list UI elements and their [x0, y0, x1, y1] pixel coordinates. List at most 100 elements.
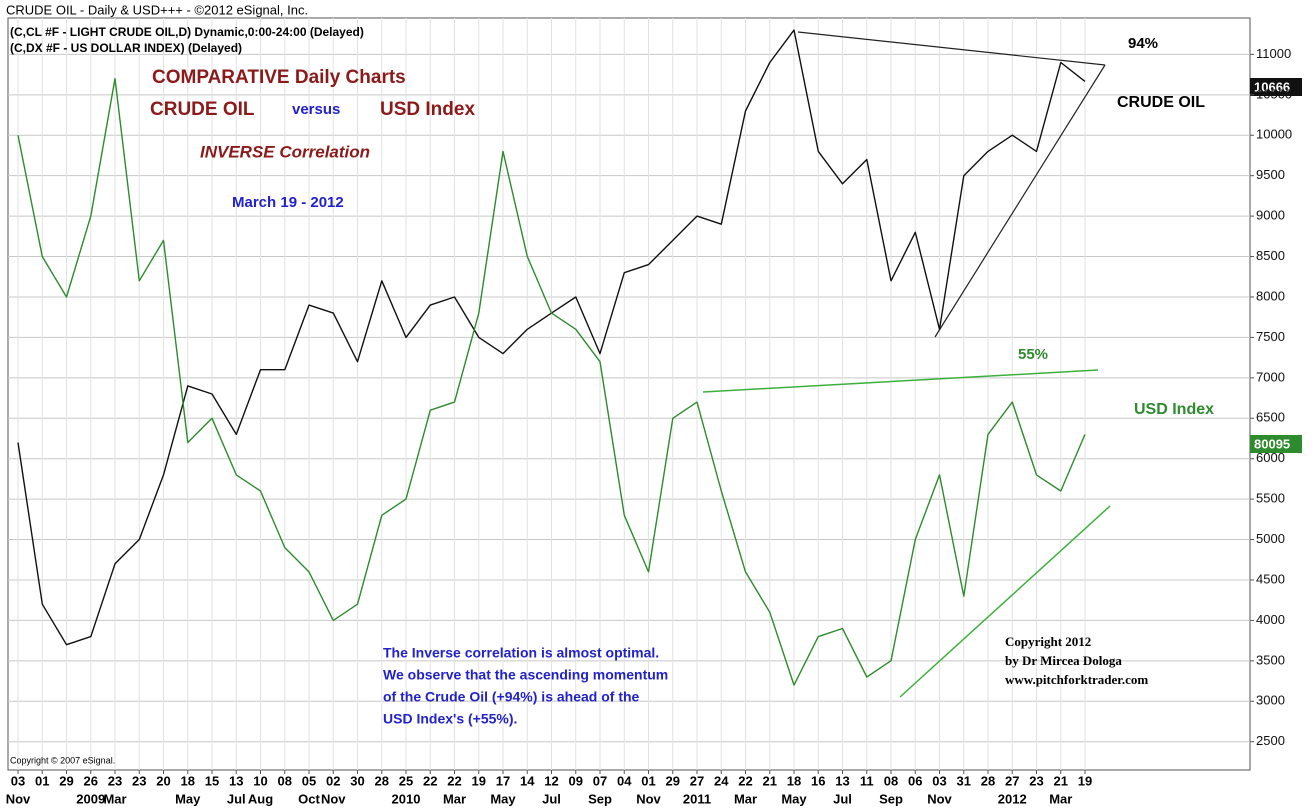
price-tag-label: 80095	[1254, 436, 1290, 451]
annotation: 55%	[1018, 346, 1048, 363]
y-tick-label: 5500	[1256, 491, 1285, 506]
x-tick-label: 15	[205, 773, 219, 788]
x-month-label: Mar	[443, 791, 466, 806]
headline: COMPARATIVE Daily Charts	[152, 67, 406, 88]
x-tick-label: 22	[738, 773, 752, 788]
subtitle: (C,DX #F - US DOLLAR INDEX) (Delayed)	[10, 41, 242, 55]
x-tick-label: 20	[156, 773, 170, 788]
x-month-label: May	[175, 791, 201, 806]
headline: CRUDE OIL	[150, 99, 255, 120]
subtitle: (C,CL #F - LIGHT CRUDE OIL,D) Dynamic,0:…	[10, 25, 364, 39]
x-month-label: Mar	[734, 791, 757, 806]
x-month-label: Nov	[927, 791, 952, 806]
x-month-label: 2012	[998, 791, 1027, 806]
x-tick-label: 18	[787, 773, 801, 788]
x-month-label: Mar	[1049, 791, 1072, 806]
y-tick-label: 7500	[1256, 329, 1285, 344]
x-tick-label: 08	[278, 773, 292, 788]
x-tick-label: 12	[544, 773, 558, 788]
x-month-label: Jul	[227, 791, 246, 806]
x-tick-label: 28	[981, 773, 995, 788]
x-tick-label: 05	[302, 773, 316, 788]
y-tick-label: 8000	[1256, 288, 1285, 303]
x-tick-label: 06	[908, 773, 922, 788]
title: CRUDE OIL - Daily & USD+++ - ©2012 eSign…	[6, 2, 308, 17]
x-tick-label: 19	[472, 773, 486, 788]
x-tick-label: 01	[641, 773, 655, 788]
plot-frame	[7, 17, 1251, 771]
annotation: 94%	[1128, 35, 1158, 52]
x-month-label: 2010	[392, 791, 421, 806]
y-tick-label: 2500	[1256, 733, 1285, 748]
series-line	[17, 77, 1086, 686]
x-month-label: Mar	[103, 791, 126, 806]
x-month-label: Jul	[833, 791, 852, 806]
annotation: USD Index	[1134, 401, 1214, 418]
x-tick-label: 19	[1078, 773, 1092, 788]
note: The Inverse correlation is almost optima…	[383, 645, 659, 661]
x-month-label: Oct	[298, 791, 320, 806]
x-month-label: Sep	[879, 791, 903, 806]
x-tick-label: 17	[496, 773, 510, 788]
note: of the Crude Oil (+94%) is ahead of the	[383, 689, 640, 705]
x-tick-label: 23	[1029, 773, 1043, 788]
price-tag	[1250, 435, 1302, 453]
x-tick-label: 08	[884, 773, 898, 788]
x-tick-label: 28	[375, 773, 389, 788]
x-tick-label: 13	[229, 773, 243, 788]
note: We observe that the ascending momentum	[383, 667, 668, 683]
x-tick-label: 25	[399, 773, 413, 788]
x-tick-label: 11	[860, 773, 874, 788]
x-tick-label: 04	[617, 773, 632, 788]
credit: www.pitchforktrader.com	[1005, 672, 1148, 687]
x-tick-label: 16	[811, 773, 825, 788]
y-tick-label: 8500	[1256, 248, 1285, 263]
trendline	[797, 31, 1106, 66]
x-tick-label: 03	[11, 773, 25, 788]
x-tick-label: 10	[253, 773, 267, 788]
x-tick-label: 22	[423, 773, 437, 788]
y-tick-label: 11000	[1256, 46, 1291, 61]
y-tick-label: 7000	[1256, 369, 1285, 384]
y-tick-label: 3000	[1256, 693, 1285, 708]
trendline	[899, 505, 1111, 698]
x-tick-label: 23	[132, 773, 146, 788]
footer: Copyright © 2007 eSignal.	[10, 755, 115, 765]
x-month-label: Nov	[321, 791, 346, 806]
y-tick-label: 4000	[1256, 612, 1285, 627]
x-tick-label: 30	[350, 773, 364, 788]
headline: versus	[292, 101, 340, 118]
x-tick-label: 03	[932, 773, 946, 788]
date: March 19 - 2012	[232, 194, 344, 211]
x-tick-label: 07	[593, 773, 607, 788]
y-tick-label: 9000	[1256, 208, 1285, 223]
x-tick-label: 22	[447, 773, 461, 788]
x-month-label: 2011	[683, 791, 711, 806]
note: USD Index's (+55%).	[383, 711, 517, 727]
x-month-label: Aug	[248, 791, 273, 806]
y-tick-label: 10500	[1256, 86, 1292, 101]
x-tick-label: 23	[108, 773, 122, 788]
x-tick-label: 26	[84, 773, 98, 788]
y-tick-label: 3500	[1256, 652, 1285, 667]
x-tick-label: 02	[326, 773, 340, 788]
x-tick-label: 27	[690, 773, 704, 788]
y-tick-label: 9500	[1256, 167, 1285, 182]
y-tick-label: 4500	[1256, 571, 1285, 586]
x-tick-label: 13	[835, 773, 849, 788]
x-tick-label: 14	[520, 773, 535, 788]
x-month-label: Sep	[588, 791, 612, 806]
x-tick-label: 21	[1054, 773, 1068, 788]
x-month-label: Nov	[6, 791, 31, 806]
annotation: CRUDE OIL	[1117, 94, 1205, 111]
y-tick-label: 5000	[1256, 531, 1285, 546]
credit: by Dr Mircea Dologa	[1005, 653, 1122, 668]
x-tick-label: 21	[763, 773, 777, 788]
x-month-label: Jul	[542, 791, 561, 806]
x-tick-label: 18	[181, 773, 195, 788]
x-month-label: May	[781, 791, 807, 806]
y-tick-label: 6000	[1256, 450, 1285, 465]
correlation: INVERSE Correlation	[200, 142, 370, 161]
credit: Copyright 2012	[1005, 634, 1091, 649]
